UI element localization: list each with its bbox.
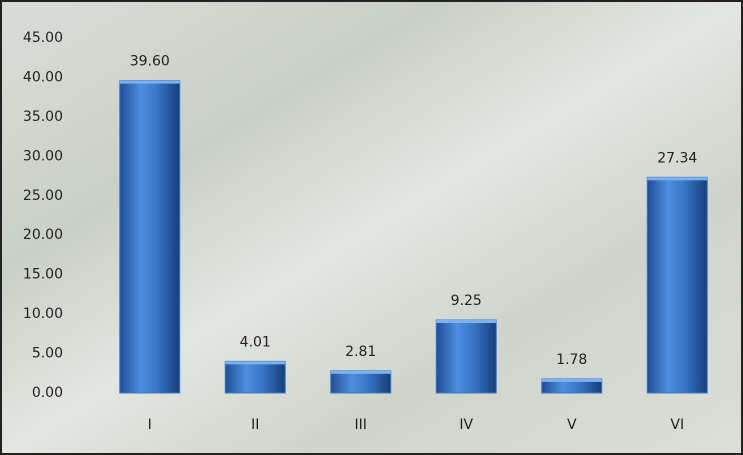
y-tick-label: 25.00 xyxy=(23,188,63,204)
bar xyxy=(435,319,497,394)
x-tick-label: V xyxy=(567,417,577,433)
bar xyxy=(646,176,708,394)
y-tick-label: 20.00 xyxy=(23,227,63,243)
value-label: 1.78 xyxy=(556,352,587,368)
y-tick-label: 40.00 xyxy=(23,69,63,85)
bar xyxy=(330,370,392,394)
y-tick-label: 5.00 xyxy=(32,346,63,362)
y-tick-label: 45.00 xyxy=(23,30,63,46)
x-tick-label: VI xyxy=(670,417,684,433)
x-tick-label: III xyxy=(355,417,367,433)
value-label: 39.60 xyxy=(130,54,170,70)
bar-top xyxy=(436,320,497,324)
bar-top xyxy=(119,80,180,84)
bar-top xyxy=(330,370,391,374)
bar-top xyxy=(225,361,286,365)
x-tick-label: I xyxy=(148,417,152,433)
bar xyxy=(119,80,181,394)
y-tick-label: 0.00 xyxy=(32,385,63,401)
value-label: 2.81 xyxy=(345,344,376,360)
y-tick-label: 35.00 xyxy=(23,109,63,125)
bar-top xyxy=(541,378,602,382)
x-tick-label: IV xyxy=(459,417,473,433)
bar-top xyxy=(647,177,708,181)
value-label: 4.01 xyxy=(240,334,271,350)
bar xyxy=(224,360,286,394)
y-tick-label: 10.00 xyxy=(23,306,63,322)
y-tick-label: 15.00 xyxy=(23,267,63,283)
y-tick-label: 30.00 xyxy=(23,148,63,164)
x-tick-label: II xyxy=(251,417,259,433)
value-label: 27.34 xyxy=(657,150,697,166)
value-label: 9.25 xyxy=(451,293,482,309)
